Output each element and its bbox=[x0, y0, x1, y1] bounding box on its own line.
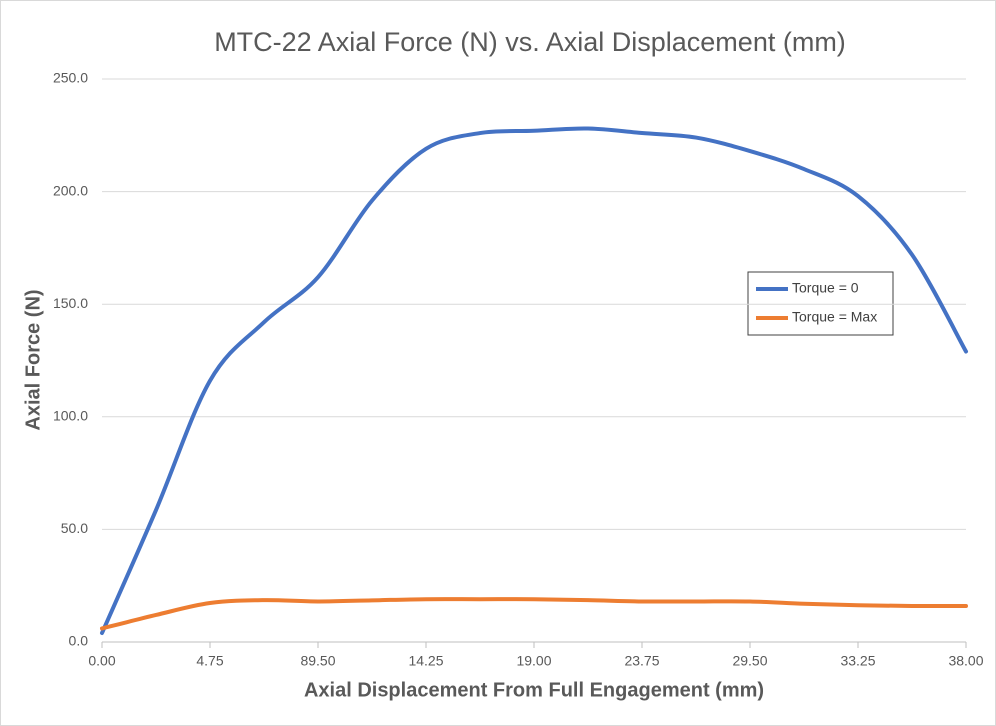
x-tick-label: 89.50 bbox=[300, 653, 335, 669]
y-tick-label: 0.0 bbox=[69, 633, 89, 649]
y-axis-label: Axial Force (N) bbox=[22, 289, 44, 430]
y-tick-label: 250.0 bbox=[53, 70, 88, 86]
y-tick-label: 50.0 bbox=[61, 520, 88, 536]
y-tick-label: 100.0 bbox=[53, 408, 88, 424]
x-tick-label: 38.00 bbox=[948, 653, 983, 669]
x-tick-label: 4.75 bbox=[196, 653, 223, 669]
x-tick-label: 19.00 bbox=[516, 653, 551, 669]
chart-title: MTC-22 Axial Force (N) vs. Axial Displac… bbox=[214, 27, 846, 57]
y-tick-label: 150.0 bbox=[53, 295, 88, 311]
series-line bbox=[100, 126, 968, 635]
legend-label: Torque = 0 bbox=[792, 280, 859, 296]
x-tick-label: 23.75 bbox=[624, 653, 659, 669]
x-tick-label: 14.25 bbox=[408, 653, 443, 669]
x-tick-label: 0.00 bbox=[88, 653, 115, 669]
x-axis-label: Axial Displacement From Full Engagement … bbox=[304, 679, 764, 701]
x-tick-label: 29.50 bbox=[732, 653, 767, 669]
legend-label: Torque = Max bbox=[792, 309, 877, 325]
x-tick-label: 33.25 bbox=[840, 653, 875, 669]
series-line bbox=[100, 597, 968, 631]
y-tick-label: 200.0 bbox=[53, 182, 88, 198]
legend-box bbox=[747, 271, 894, 336]
